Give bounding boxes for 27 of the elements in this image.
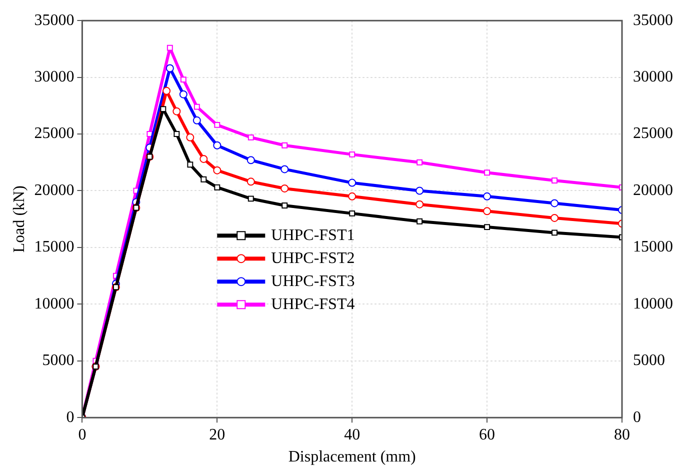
x-tick-label: 40 (344, 426, 360, 444)
x-tick-label: 80 (614, 426, 630, 444)
y2-tick-label: 10000 (633, 295, 673, 312)
y-tick-label: 0 (66, 408, 74, 426)
y2-tick-label: 35000 (633, 12, 673, 29)
y-tick-label: 10000 (34, 295, 74, 312)
y-tick-label: 25000 (34, 125, 74, 142)
y2-tick-label: 15000 (633, 238, 673, 256)
x-tick-label: 0 (78, 426, 86, 444)
x-tick-label: 60 (479, 426, 496, 444)
y2-tick-label: 30000 (633, 68, 673, 86)
y-tick-label: 35000 (34, 12, 74, 29)
y2-tick-label: 5000 (633, 352, 665, 370)
y-tick-label: 5000 (42, 352, 74, 370)
y2-tick-label: 25000 (633, 125, 673, 142)
x-axis-title: Displacement (mm) (288, 448, 416, 466)
y-tick-label: 20000 (34, 182, 74, 199)
legend-label: UHPC-FST4 (271, 296, 355, 313)
y2-tick-label: 0 (633, 408, 641, 426)
legend-label: UHPC-FST2 (271, 250, 355, 267)
y2-tick-label: 20000 (633, 182, 673, 199)
x-tick-label: 20 (209, 426, 226, 444)
y-tick-label: 30000 (34, 68, 74, 86)
y-axis-title: Load (kN) (10, 186, 28, 253)
y-tick-label: 15000 (34, 238, 74, 256)
legend-label: UHPC-FST3 (271, 272, 355, 290)
legend-label: UHPC-FST1 (271, 226, 355, 244)
